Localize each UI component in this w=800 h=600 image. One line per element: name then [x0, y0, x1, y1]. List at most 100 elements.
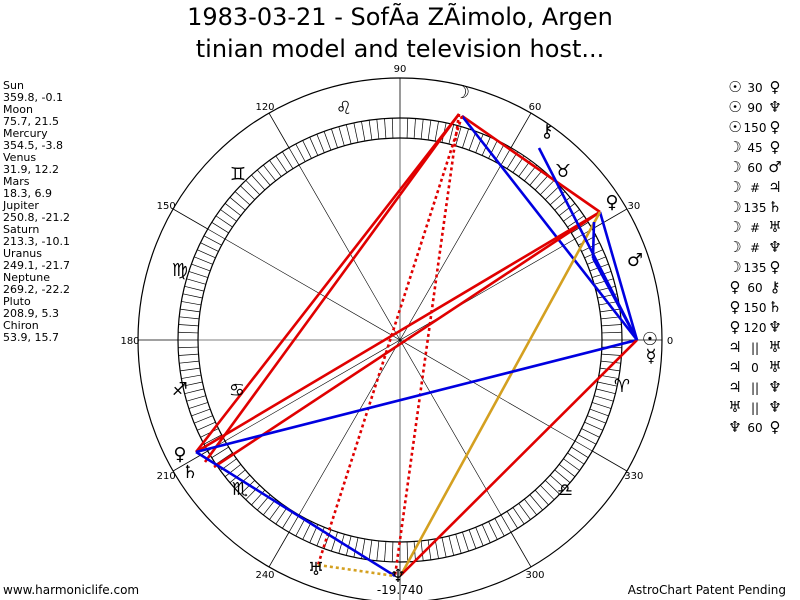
- tick-mark: [601, 324, 622, 327]
- zodiac-sign-glyph: ♉: [555, 161, 571, 182]
- planet-name: Moon: [3, 103, 33, 116]
- tick-mark: [215, 452, 233, 465]
- tick-mark: [599, 367, 620, 372]
- tick-mark: [207, 228, 226, 240]
- aspect-line: [316, 115, 464, 566]
- footer-website[interactable]: www.harmoniclife.com: [3, 583, 140, 597]
- zodiac-sign-glyph: ♌: [336, 98, 352, 119]
- tick-mark: [441, 537, 447, 558]
- tick-mark: [353, 537, 359, 558]
- tick-mark: [506, 511, 518, 529]
- tick-mark: [420, 540, 424, 561]
- planet-glyphs: ☽⚷♀♂☉☿♀♄♅ ♆: [173, 82, 658, 587]
- tick-mark: [215, 215, 233, 228]
- tick-mark: [345, 124, 352, 145]
- aspect-glyph: ♆: [768, 318, 782, 336]
- aspect-glyph: ♄: [768, 298, 782, 316]
- tick-mark: [518, 503, 531, 520]
- tick-mark: [316, 134, 325, 153]
- tick-mark: [524, 498, 537, 516]
- planet-coords: 213.3, -10.1: [3, 235, 70, 248]
- aspect-glyph: ♆: [768, 398, 782, 416]
- tick-mark: [384, 118, 387, 139]
- aspect-row: ☉ 150 ♀: [727, 118, 783, 138]
- tick-mark: [488, 521, 498, 540]
- degree-label: 150: [157, 201, 176, 212]
- zodiac-sign-glyph: ♊: [230, 164, 246, 185]
- tick-mark: [455, 126, 462, 146]
- tick-mark: [545, 185, 560, 200]
- tick-mark: [211, 222, 229, 234]
- aspect-value: 60: [747, 281, 763, 295]
- tick-mark: [481, 524, 491, 543]
- tick-mark: [188, 271, 208, 278]
- aspect-value: 45: [747, 141, 763, 155]
- aspect-glyph: ♀: [769, 258, 781, 276]
- aspect-glyph: ♀: [769, 118, 781, 136]
- aspect-value: 60: [747, 161, 763, 175]
- zodiac-sign-glyph: ♎: [557, 480, 573, 501]
- tick-mark: [597, 381, 618, 387]
- tick-mark: [257, 169, 271, 186]
- aspect-glyph: ☽: [728, 138, 742, 156]
- aspect-row: ☽ # ♃: [727, 178, 783, 198]
- zodiac-sign-glyph: ♈: [614, 376, 630, 397]
- aspect-line: [195, 338, 638, 454]
- degree-label: 330: [624, 471, 643, 482]
- aspect-glyph: ♆: [768, 98, 782, 116]
- aspect-value: 135: [743, 201, 767, 215]
- aspect-glyph: ☽: [728, 238, 742, 256]
- aspect-glyph: ♆: [768, 378, 782, 396]
- tick-mark: [282, 511, 294, 529]
- planet-name: Venus: [3, 151, 37, 164]
- tick-mark: [427, 539, 432, 560]
- aspect-value: 150: [743, 301, 767, 315]
- tick-mark: [500, 514, 512, 533]
- planet-name: Mercury: [3, 127, 48, 140]
- aspect-line: [591, 221, 596, 259]
- tick-mark: [376, 119, 380, 140]
- tick-mark: [434, 121, 439, 142]
- aspect-row: ♃ || ♅: [727, 338, 783, 358]
- aspect-row: ♀ 120 ♆: [727, 318, 783, 338]
- tick-mark: [601, 353, 622, 356]
- tick-mark: [384, 541, 387, 562]
- tick-mark: [182, 293, 203, 299]
- tick-mark: [203, 235, 222, 246]
- tick-mark: [194, 256, 213, 265]
- tick-mark: [181, 374, 202, 379]
- tick-mark: [368, 539, 373, 560]
- tick-mark: [563, 458, 580, 471]
- zodiac-sign-glyph: ♋: [229, 380, 245, 401]
- tick-mark: [599, 308, 620, 313]
- degree-label: 30: [627, 201, 640, 212]
- tick-mark: [427, 120, 432, 141]
- tick-mark: [224, 203, 242, 216]
- degree-label: 210: [157, 471, 176, 482]
- tick-mark: [191, 263, 211, 272]
- aspect-row: ☽ 60 ♂: [727, 158, 783, 178]
- tick-mark: [455, 534, 462, 554]
- house-spoke: [224, 238, 576, 442]
- aspect-value: ||: [750, 381, 760, 395]
- aspect-line: [460, 115, 639, 341]
- aspect-row: ☽ 135 ♄: [727, 198, 783, 218]
- aspect-row: ☽ # ♅: [727, 218, 783, 238]
- footer-patent: AstroChart Patent Pending: [627, 583, 786, 597]
- tick-mark: [420, 119, 424, 140]
- aspect-glyph: ♃: [728, 338, 742, 356]
- aspect-row: ♀ 60 ⚷: [727, 278, 783, 298]
- tick-mark: [180, 367, 201, 372]
- tick-mark: [251, 174, 266, 191]
- tick-mark: [468, 131, 477, 151]
- tick-mark: [178, 331, 199, 334]
- degree-label: 300: [525, 570, 544, 581]
- aspect-value: 150: [743, 121, 767, 135]
- tick-mark: [275, 155, 288, 173]
- planet-name: Mars: [3, 175, 30, 188]
- tick-mark: [288, 514, 300, 533]
- planet-coords: 31.9, 12.2: [3, 163, 59, 176]
- aspect-glyph: ♀: [729, 318, 741, 336]
- aspect-glyph: ♅: [768, 358, 782, 376]
